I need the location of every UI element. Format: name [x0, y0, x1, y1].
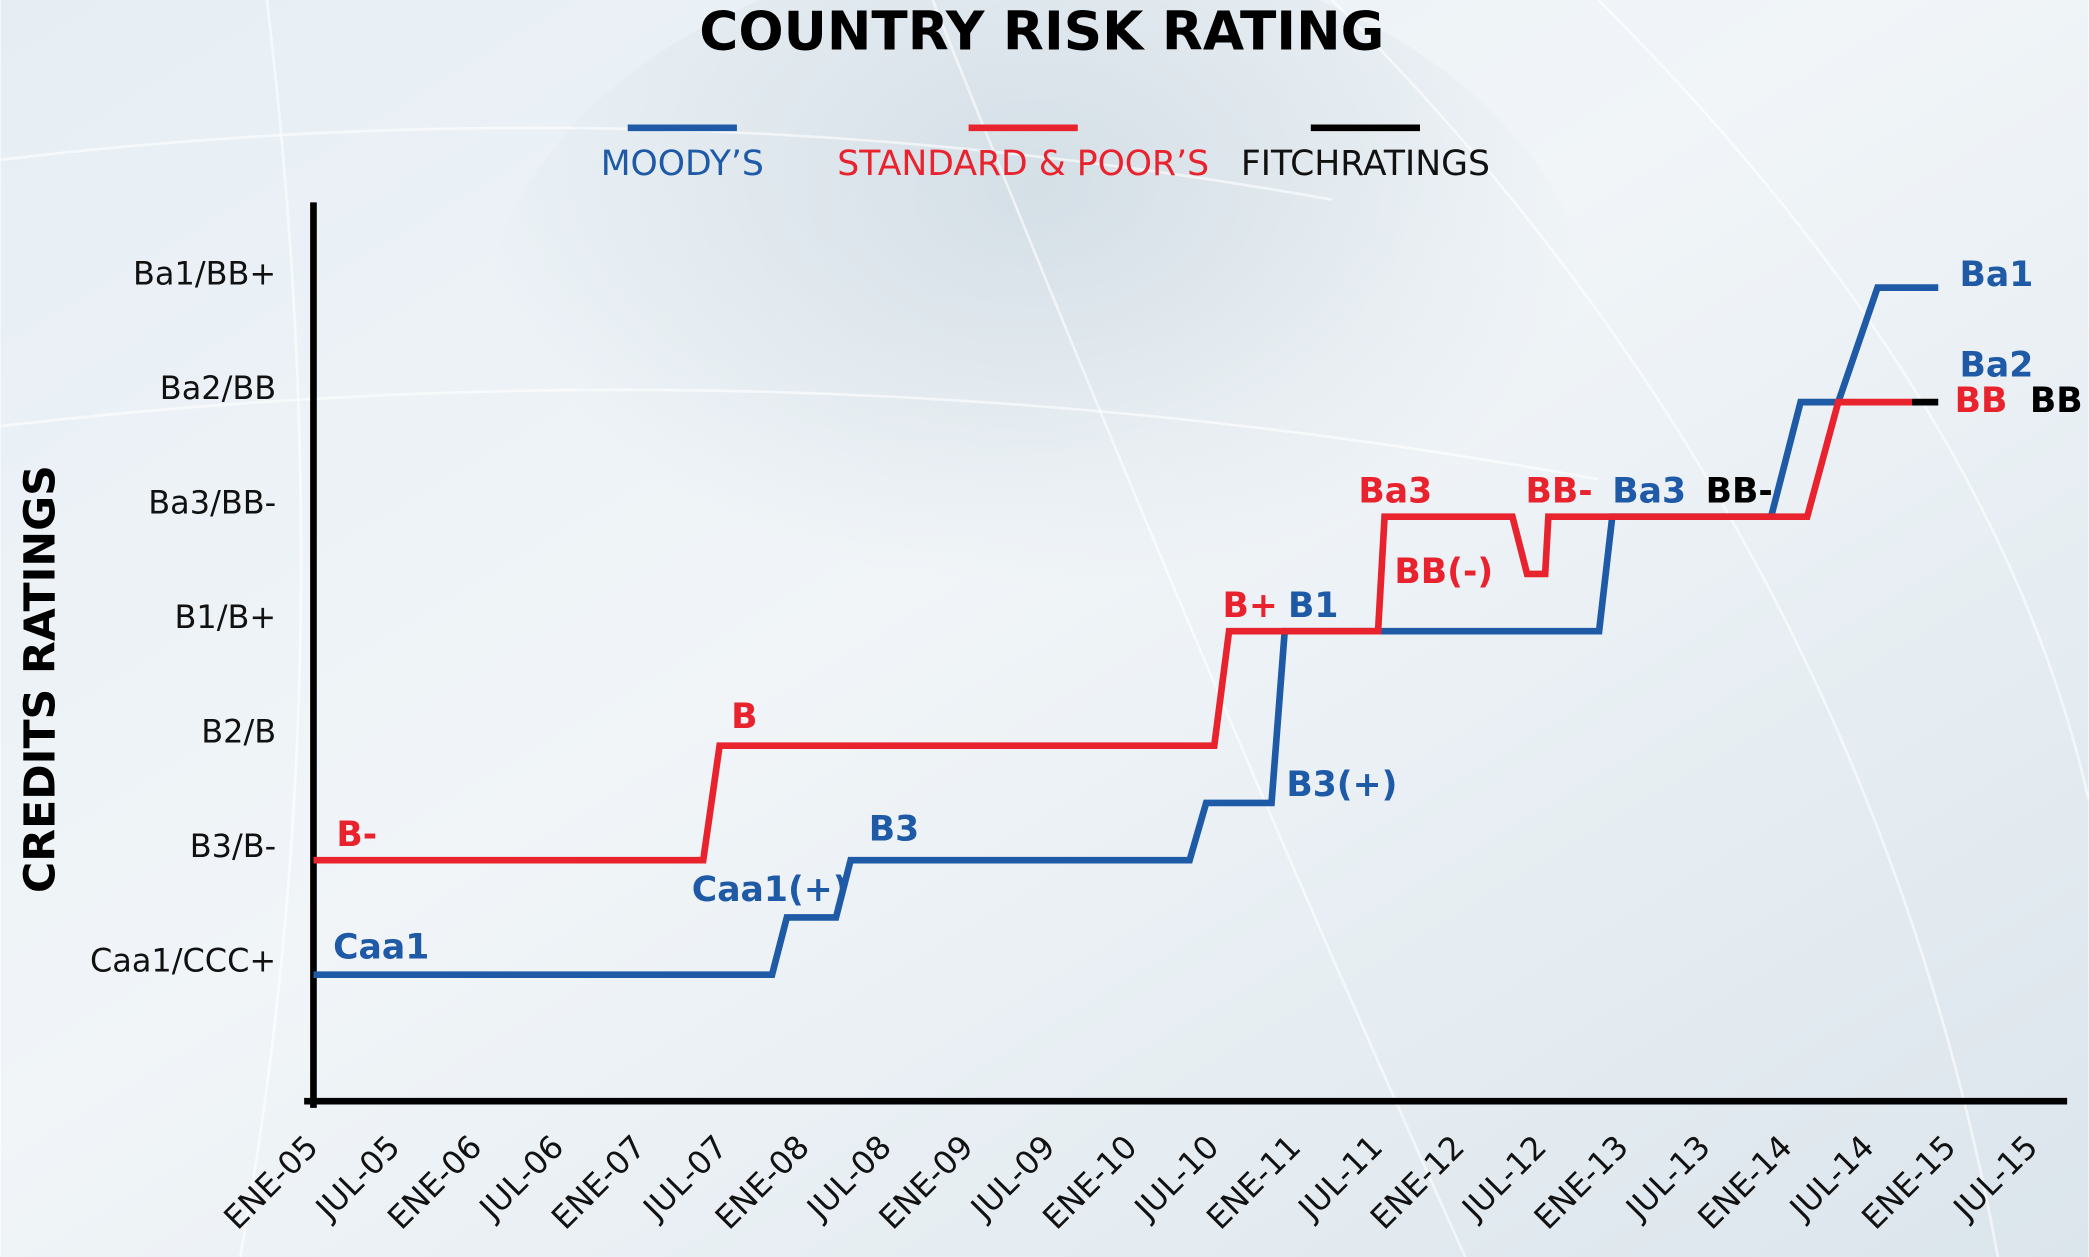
- legend-label: FITCHRATINGS: [1241, 144, 1490, 184]
- annotation: B3(+): [1286, 765, 1397, 805]
- annotation: Caa1: [333, 927, 429, 967]
- legend-label: MOODY’S: [601, 144, 764, 184]
- annotation: Ba3: [1358, 472, 1432, 512]
- y-tick-label: Caa1/CCC+: [90, 942, 276, 980]
- y-tick-label: Ba3/BB-: [148, 484, 276, 522]
- series-line: [313, 284, 1939, 979]
- y-tick-label: B2/B: [201, 713, 276, 751]
- y-tick-label: Ba2/BB: [160, 369, 276, 407]
- annotation: B1: [1288, 586, 1338, 626]
- annotation: Ba3: [1612, 472, 1686, 512]
- y-axis-title: CREDITS RATINGS: [16, 465, 66, 893]
- annotation: BB: [2030, 381, 2083, 421]
- annotation: B-: [336, 815, 377, 855]
- y-tick-label: B3/B-: [190, 827, 276, 865]
- annotation: Caa1(+): [692, 870, 849, 910]
- y-tick-label: Ba1/BB+: [133, 255, 276, 293]
- annotation: BB(-): [1394, 552, 1493, 592]
- series-line: [313, 398, 1913, 864]
- annotation: BB-: [1525, 472, 1592, 512]
- annotation: B3: [869, 809, 919, 849]
- annotation: BB-: [1706, 472, 1773, 512]
- annotation: B: [731, 697, 757, 737]
- chart-title: COUNTRY RISK RATING: [699, 0, 1384, 62]
- annotation: BB: [1955, 381, 2008, 421]
- annotation: Ba2: [1959, 346, 2033, 386]
- annotation: B+: [1222, 586, 1277, 626]
- legend-label: STANDARD & POOR’S: [837, 144, 1209, 184]
- background-glow: [480, 0, 1599, 746]
- y-tick-label: B1/B+: [175, 598, 277, 636]
- annotation: Ba1: [1959, 255, 2033, 295]
